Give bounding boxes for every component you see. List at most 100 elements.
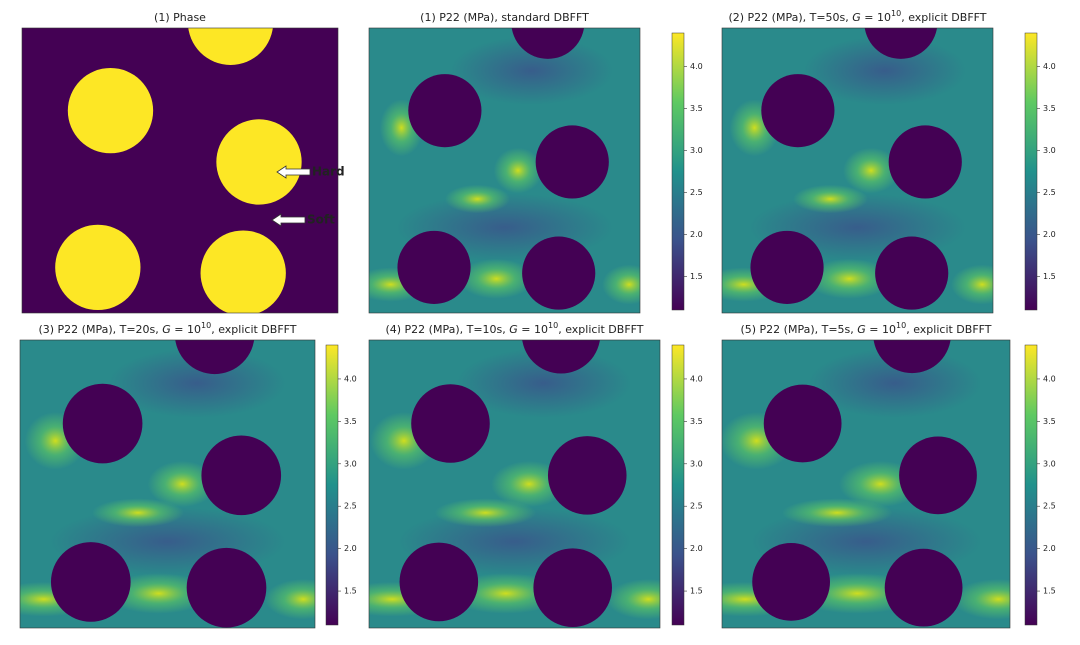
colorbar-tick-label: 2.0 bbox=[1043, 544, 1056, 553]
colorbar-tick-label: 2.0 bbox=[690, 230, 703, 239]
colorbar-tick-label: 2.5 bbox=[1043, 188, 1056, 197]
panel: (5) P22 (MPa), T=5s, G = 1010, explicit … bbox=[721, 321, 1056, 629]
title-part: , explicit DBFFT bbox=[211, 323, 297, 336]
colorbar-tick-label: 3.5 bbox=[344, 417, 357, 426]
title-part: G bbox=[857, 323, 866, 336]
high-region bbox=[444, 184, 510, 214]
colorbar-tick-label: 2.5 bbox=[690, 502, 703, 511]
inclusion bbox=[761, 74, 835, 148]
title-part: (4) P22 (MPa), T=10s, bbox=[385, 323, 509, 336]
panel: (1) P22 (MPa), standard DBFFT 1.5 2.0 2.5 3.… bbox=[368, 11, 703, 314]
title-part: = 10 bbox=[518, 323, 548, 336]
low-region bbox=[808, 348, 982, 418]
panel: (2) P22 (MPa), T=50s, G = 1010, explicit… bbox=[721, 9, 1056, 314]
inclusion bbox=[175, 340, 255, 375]
colorbar-tick-label: 4.0 bbox=[1043, 374, 1056, 383]
title-part: (5) P22 (MPa), T=5s, bbox=[740, 323, 857, 336]
colorbar bbox=[671, 32, 685, 311]
colorbar bbox=[325, 344, 339, 626]
panel-title: (5) P22 (MPa), T=5s, G = 1010, explicit … bbox=[740, 321, 991, 336]
title-part: G bbox=[509, 323, 518, 336]
panel-title: (1) P22 (MPa), standard DBFFT bbox=[420, 11, 589, 24]
high-region bbox=[781, 498, 893, 528]
field-map bbox=[22, 28, 338, 313]
inclusion bbox=[201, 435, 282, 516]
colorbar-tick-label: 2.5 bbox=[344, 502, 357, 511]
colorbar-tick-label: 1.5 bbox=[344, 587, 357, 596]
title-part: (2) P22 (MPa), T=50s, bbox=[728, 11, 852, 24]
panel-title: (4) P22 (MPa), T=10s, G = 1010, explicit… bbox=[385, 321, 643, 336]
inclusion bbox=[899, 436, 977, 515]
frame bbox=[721, 339, 1011, 629]
high-region bbox=[951, 264, 993, 305]
title-part: = 10 bbox=[171, 323, 201, 336]
title-part: 10 bbox=[896, 321, 906, 330]
title-part: = 10 bbox=[861, 11, 891, 24]
low-region bbox=[456, 348, 631, 418]
title-part: (1) P22 (MPa), standard DBFFT bbox=[420, 11, 589, 24]
high-region bbox=[264, 579, 315, 620]
inclusion bbox=[884, 548, 963, 627]
field-map bbox=[369, 340, 660, 628]
title-part: = 10 bbox=[866, 323, 896, 336]
high-region bbox=[805, 258, 894, 299]
colorbar-tick-label: 3.5 bbox=[1043, 417, 1056, 426]
inclusion bbox=[752, 543, 830, 621]
inclusion bbox=[875, 236, 949, 310]
inclusion bbox=[864, 28, 937, 59]
inclusion bbox=[873, 340, 951, 374]
high-region bbox=[147, 460, 217, 508]
inclusion bbox=[535, 125, 609, 199]
high-region bbox=[91, 498, 185, 528]
high-region bbox=[493, 147, 543, 194]
inclusion bbox=[399, 542, 479, 622]
panel: (1) Phase bbox=[21, 11, 339, 314]
title-part: , explicit DBFFT bbox=[901, 11, 987, 24]
colorbar-tick-label: 2.0 bbox=[344, 544, 357, 553]
frame bbox=[368, 27, 641, 314]
high-region bbox=[952, 579, 1010, 620]
colorbar-tick-label: 4.0 bbox=[1043, 62, 1056, 71]
field-map bbox=[722, 28, 993, 313]
inclusion bbox=[408, 74, 482, 148]
inclusion bbox=[62, 383, 143, 464]
colorbar-tick-label: 1.5 bbox=[690, 587, 703, 596]
inclusion bbox=[511, 28, 584, 59]
colorbar-tick-label: 3.0 bbox=[1043, 459, 1056, 468]
panel: (3) P22 (MPa), T=20s, G = 1010, explicit… bbox=[19, 321, 357, 629]
inclusion bbox=[397, 230, 471, 304]
colorbar-tick-label: 3.5 bbox=[690, 417, 703, 426]
panel-title: (1) Phase bbox=[154, 11, 206, 24]
colorbar-tick-label: 3.5 bbox=[690, 104, 703, 113]
inclusion bbox=[750, 230, 824, 304]
high-region bbox=[843, 147, 900, 194]
colorbar-tick-label: 1.5 bbox=[690, 272, 703, 281]
low-region bbox=[803, 36, 966, 105]
inclusion bbox=[411, 384, 490, 463]
high-region bbox=[606, 579, 660, 620]
field-map bbox=[369, 28, 640, 313]
arrow bbox=[276, 165, 311, 179]
inclusion bbox=[50, 542, 131, 622]
title-part: 10 bbox=[891, 9, 901, 18]
high-region bbox=[458, 258, 535, 299]
inclusion bbox=[216, 119, 302, 205]
high-region bbox=[602, 264, 640, 305]
panel-title: (2) P22 (MPa), T=50s, G = 1010, explicit… bbox=[728, 9, 986, 24]
inclusion bbox=[522, 236, 596, 310]
colorbar bbox=[671, 344, 685, 626]
colorbar-tick-label: 4.0 bbox=[344, 374, 357, 383]
colorbar-tick-label: 1.5 bbox=[1043, 587, 1056, 596]
field-map bbox=[722, 340, 1010, 628]
title-part: 10 bbox=[201, 321, 211, 330]
colorbar-tick-label: 4.0 bbox=[690, 374, 703, 383]
inclusion bbox=[67, 67, 154, 154]
colorbar-tick-label: 2.5 bbox=[690, 188, 703, 197]
high-region bbox=[491, 460, 568, 508]
annotation: Soft bbox=[307, 213, 335, 227]
title-part: (1) Phase bbox=[154, 11, 206, 24]
title-part: , explicit DBFFT bbox=[558, 323, 644, 336]
colorbar-tick-label: 2.0 bbox=[1043, 230, 1056, 239]
inclusion bbox=[763, 384, 842, 463]
